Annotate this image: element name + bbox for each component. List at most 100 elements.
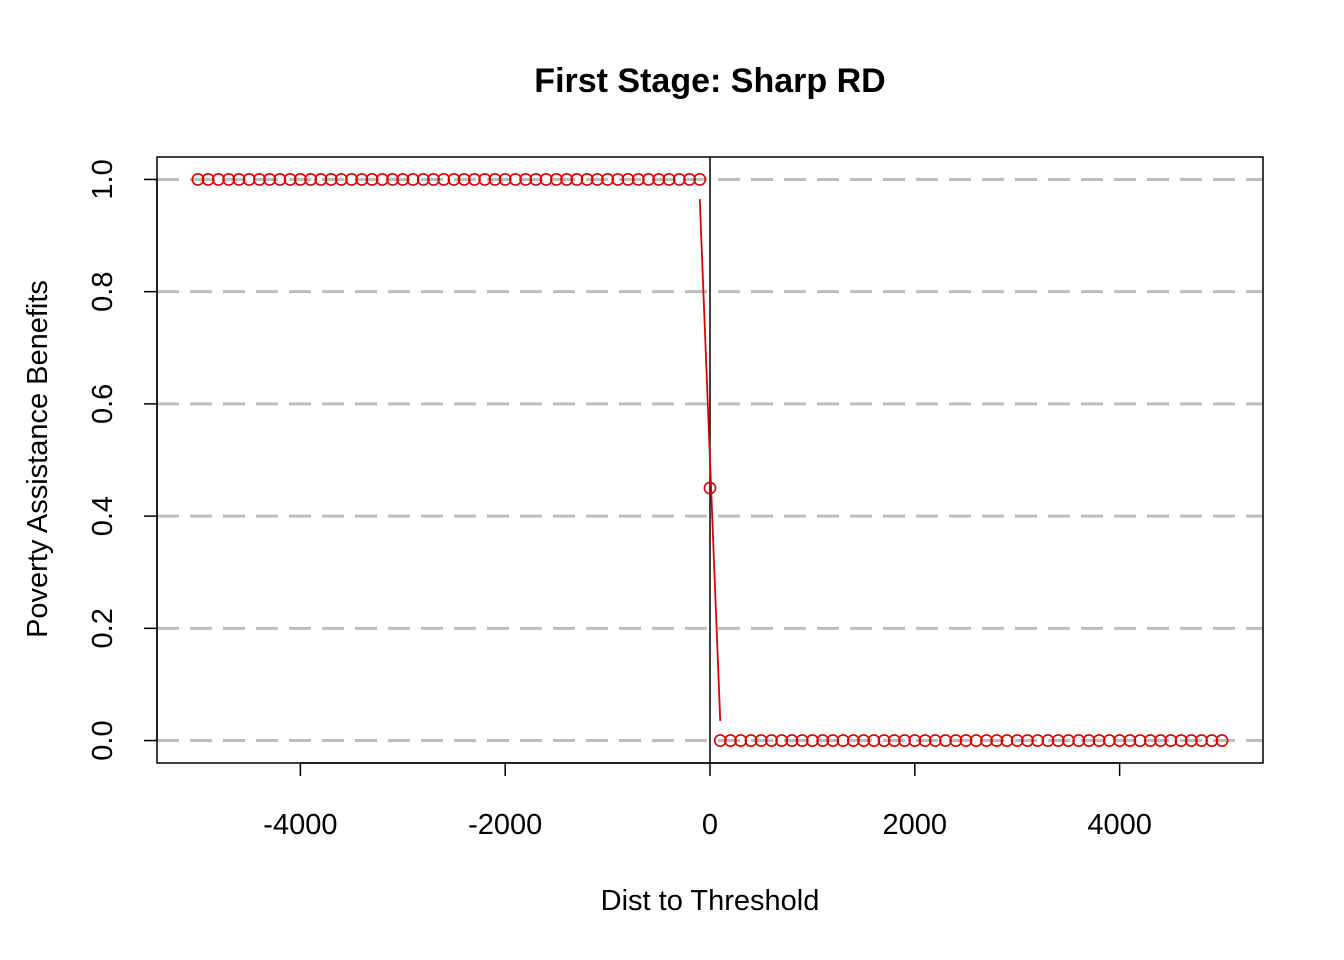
data-point-0 bbox=[191, 173, 205, 186]
data-point-27 bbox=[468, 173, 481, 186]
data-point-9 bbox=[283, 173, 297, 186]
data-point-65 bbox=[857, 734, 871, 747]
data-point-20 bbox=[396, 173, 410, 186]
y-tick-label-3: 0.6 bbox=[87, 384, 119, 424]
data-point-76 bbox=[969, 734, 983, 747]
data-point-25 bbox=[447, 173, 461, 186]
data-point-23 bbox=[427, 173, 440, 186]
data-point-82 bbox=[1031, 734, 1045, 747]
y-tick-label-0: 0.0 bbox=[87, 720, 119, 760]
data-point-43 bbox=[631, 173, 645, 186]
data-point-17 bbox=[365, 173, 379, 186]
data-point-66 bbox=[867, 734, 881, 747]
data-point-30 bbox=[498, 173, 512, 186]
x-tick-label-3: 2000 bbox=[883, 809, 948, 841]
y-axis-label: Poverty Assistance Benefits bbox=[22, 280, 54, 638]
data-point-59 bbox=[795, 734, 809, 747]
data-point-81 bbox=[1021, 734, 1034, 747]
data-point-77 bbox=[980, 734, 993, 747]
data-point-56 bbox=[765, 734, 778, 747]
data-point-32 bbox=[519, 173, 533, 186]
data-point-92 bbox=[1133, 734, 1147, 747]
data-point-38 bbox=[580, 173, 594, 186]
data-point-48 bbox=[683, 173, 696, 186]
data-point-88 bbox=[1092, 734, 1106, 747]
data-point-28 bbox=[478, 173, 492, 186]
data-point-64 bbox=[846, 734, 860, 747]
data-point-60 bbox=[806, 734, 819, 747]
data-point-15 bbox=[345, 173, 358, 186]
chart-title: First Stage: Sharp RD bbox=[534, 62, 885, 100]
x-tick-label-1: -2000 bbox=[468, 809, 542, 841]
data-point-18 bbox=[375, 173, 389, 186]
data-point-11 bbox=[304, 173, 318, 186]
data-point-67 bbox=[877, 734, 891, 747]
data-point-62 bbox=[826, 734, 840, 747]
data-point-61 bbox=[816, 734, 830, 747]
x-axis: -4000 -2000 0 2000 4000 bbox=[263, 762, 1152, 841]
data-point-31 bbox=[509, 173, 522, 186]
data-point-40 bbox=[601, 173, 614, 186]
y-axis: 0.0 0.2 0.4 0.6 0.8 1.0 bbox=[87, 159, 158, 761]
data-point-75 bbox=[959, 734, 973, 747]
data-point-89 bbox=[1102, 734, 1116, 747]
data-point-51 bbox=[713, 734, 727, 747]
data-point-24 bbox=[437, 173, 451, 186]
data-point-42 bbox=[621, 173, 635, 186]
x-tick-label-2: 0 bbox=[702, 809, 718, 841]
data-point-99 bbox=[1205, 734, 1219, 747]
data-point-1 bbox=[201, 173, 215, 186]
data-point-53 bbox=[734, 734, 748, 747]
data-point-50 bbox=[703, 481, 717, 495]
data-point-14 bbox=[334, 173, 348, 186]
data-point-69 bbox=[898, 734, 911, 747]
data-point-57 bbox=[775, 734, 789, 747]
data-point-63 bbox=[836, 734, 850, 747]
data-point-47 bbox=[672, 173, 686, 186]
data-point-4 bbox=[232, 173, 246, 186]
data-point-12 bbox=[314, 173, 328, 186]
data-point-91 bbox=[1123, 734, 1137, 747]
data-point-46 bbox=[662, 173, 676, 186]
data-point-5 bbox=[242, 173, 256, 186]
fit-layer bbox=[698, 199, 722, 721]
y-tick-label-1: 0.2 bbox=[87, 608, 119, 648]
data-point-49 bbox=[693, 173, 707, 186]
data-point-71 bbox=[918, 734, 932, 747]
y-tick-label-5: 1.0 bbox=[87, 159, 119, 199]
data-point-97 bbox=[1184, 734, 1198, 747]
data-point-44 bbox=[642, 173, 655, 186]
data-point-84 bbox=[1051, 734, 1065, 747]
data-point-73 bbox=[939, 734, 952, 747]
data-point-39 bbox=[590, 173, 604, 186]
data-point-35 bbox=[549, 173, 563, 186]
data-point-2 bbox=[212, 173, 225, 186]
data-point-7 bbox=[263, 173, 277, 186]
data-point-87 bbox=[1082, 734, 1096, 747]
data-point-21 bbox=[406, 173, 420, 186]
data-point-98 bbox=[1195, 734, 1208, 747]
x-tick-label-4: 4000 bbox=[1087, 809, 1152, 841]
data-point-74 bbox=[949, 734, 963, 747]
data-point-94 bbox=[1154, 734, 1167, 747]
data-point-37 bbox=[570, 173, 584, 186]
data-points bbox=[191, 173, 1229, 747]
data-point-78 bbox=[990, 734, 1004, 747]
y-tick-label-2: 0.4 bbox=[87, 496, 119, 536]
data-point-3 bbox=[222, 173, 236, 186]
data-point-55 bbox=[754, 734, 768, 747]
data-point-58 bbox=[785, 734, 799, 747]
data-point-26 bbox=[457, 173, 471, 186]
data-point-54 bbox=[744, 734, 758, 747]
data-point-95 bbox=[1164, 734, 1178, 747]
data-point-80 bbox=[1010, 734, 1024, 747]
x-axis-label: Dist to Threshold bbox=[601, 885, 820, 917]
data-point-29 bbox=[488, 173, 502, 186]
data-point-79 bbox=[1000, 734, 1014, 747]
data-point-72 bbox=[928, 734, 942, 747]
data-point-8 bbox=[273, 173, 287, 186]
data-point-68 bbox=[887, 734, 901, 747]
data-point-10 bbox=[293, 173, 307, 186]
data-point-33 bbox=[529, 173, 543, 186]
data-point-16 bbox=[355, 173, 369, 186]
